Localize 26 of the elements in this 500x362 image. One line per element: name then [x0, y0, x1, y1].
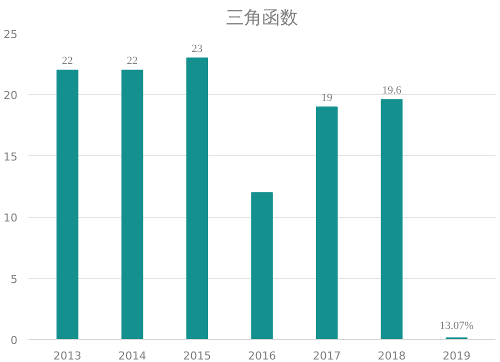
- x-tick-label: 2017: [312, 350, 341, 362]
- data-label: 22: [62, 55, 73, 68]
- data-label: 19.6: [382, 84, 402, 97]
- x-tick-label: 2015: [183, 350, 212, 362]
- chart-title: 三角函数: [226, 8, 298, 28]
- data-label: 23: [192, 42, 204, 55]
- bar: [251, 192, 273, 340]
- x-tick-label: 2018: [378, 350, 406, 362]
- bar: [380, 99, 403, 340]
- x-tick-label: 2016: [248, 350, 276, 362]
- x-tick-label: 2013: [53, 350, 82, 362]
- x-tick-label: 2014: [118, 350, 146, 362]
- bar: [316, 106, 338, 340]
- y-tick-label: 15: [4, 150, 18, 164]
- data-label: 22: [126, 55, 138, 68]
- data-label: 13.07%: [440, 320, 474, 332]
- bar: [121, 70, 144, 340]
- data-label: 19: [321, 92, 333, 104]
- y-tick-label: 0: [10, 334, 18, 347]
- y-tick-label: 10: [4, 212, 18, 225]
- y-tick-label: 25: [4, 28, 18, 41]
- y-tick-label: 5: [10, 272, 18, 286]
- bar: [56, 70, 78, 340]
- bar: [186, 57, 208, 340]
- y-tick-label: 20: [4, 89, 18, 102]
- x-tick-label: 2019: [442, 350, 471, 362]
